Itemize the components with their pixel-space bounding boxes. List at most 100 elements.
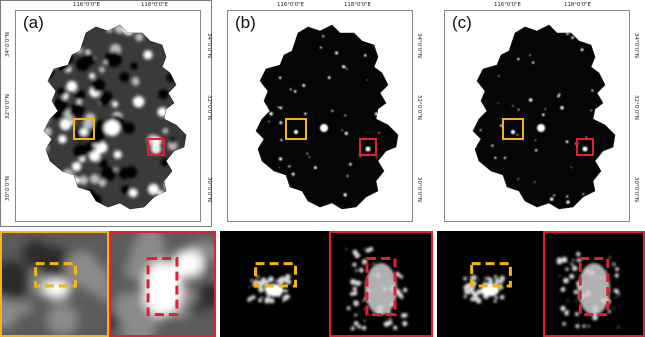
city-light	[66, 80, 78, 92]
city-light	[268, 120, 270, 123]
city-light	[68, 201, 74, 208]
lon-tick-116: 116°0'0"E	[277, 2, 304, 8]
city-light	[80, 128, 88, 136]
city-light	[278, 157, 283, 161]
city-light	[497, 75, 500, 77]
city-light	[517, 57, 520, 61]
city-light	[327, 76, 331, 80]
city-light	[491, 144, 494, 147]
dark-patch	[105, 51, 115, 62]
dark-patch	[158, 89, 169, 100]
city-light	[44, 115, 50, 125]
city-light	[363, 54, 367, 57]
city-light	[582, 146, 588, 152]
lat-tick-34-right: 34°0'0"N	[416, 33, 422, 58]
city-light	[603, 205, 607, 209]
red-dashed-box	[146, 257, 179, 317]
night-light-map-a	[43, 24, 187, 210]
city-light	[499, 177, 502, 179]
city-light	[152, 136, 162, 146]
city-light	[570, 166, 573, 169]
city-light	[375, 156, 378, 159]
city-light	[516, 133, 519, 136]
zoom-image	[2, 233, 107, 335]
city-light	[304, 112, 307, 116]
dark-patch	[169, 137, 176, 144]
city-light	[57, 173, 66, 182]
city-light	[531, 61, 535, 64]
city-light	[343, 193, 347, 197]
city-light	[558, 93, 561, 96]
city-light	[256, 39, 259, 43]
city-light	[580, 48, 584, 52]
city-light	[268, 194, 271, 197]
city-light	[157, 107, 168, 117]
panel-b: 116°0'0"E 118°0'0"E 34°0'0"N 32°0'0"N 30…	[216, 0, 428, 227]
city-light	[128, 188, 138, 198]
city-light	[107, 27, 112, 33]
yellow-dashed-box	[470, 262, 512, 288]
city-light	[494, 156, 497, 160]
city-light	[289, 88, 292, 91]
city-light	[157, 190, 165, 198]
dark-patch	[99, 96, 109, 106]
lat-tick-32-right: 32°0'0"N	[206, 95, 212, 120]
city-light	[344, 114, 347, 117]
city-light	[147, 183, 159, 195]
zoom-image	[222, 233, 327, 335]
city-light	[553, 194, 556, 197]
zoom-image	[545, 233, 643, 335]
zoom-image	[331, 233, 431, 335]
city-light	[98, 179, 107, 187]
city-light	[319, 46, 322, 49]
city-light	[180, 170, 185, 175]
city-light	[379, 186, 382, 188]
dark-patch	[74, 89, 86, 101]
city-light	[585, 136, 588, 139]
dark-patch	[119, 72, 130, 83]
province-shape	[255, 24, 399, 210]
zoom-b-yellow	[220, 231, 329, 337]
lat-tick-32-right: 32°0'0"N	[633, 95, 639, 120]
city-light	[162, 127, 169, 134]
city-light	[541, 113, 545, 117]
city-light	[560, 106, 564, 110]
city-light	[58, 134, 67, 144]
city-light	[529, 54, 531, 56]
city-light	[363, 37, 367, 41]
city-light	[112, 101, 119, 108]
city-light	[378, 131, 380, 134]
city-light	[591, 89, 594, 92]
city-light	[374, 112, 379, 116]
city-light	[479, 129, 482, 132]
lat-tick-32-right: 32°0'0"N	[416, 95, 422, 120]
city-light	[603, 69, 606, 73]
city-light	[606, 46, 608, 48]
city-light	[98, 66, 105, 73]
city-light	[499, 124, 503, 127]
city-light	[175, 94, 184, 103]
city-light	[549, 197, 554, 201]
main-city-light	[104, 120, 120, 136]
red-dashed-box	[365, 257, 397, 317]
city-light	[95, 141, 108, 154]
city-light	[331, 109, 334, 113]
night-light-map-c	[472, 24, 616, 210]
lon-tick-116: 116°0'0"E	[73, 2, 100, 8]
city-light	[511, 130, 515, 134]
zoom-image	[111, 233, 214, 335]
city-light	[89, 174, 100, 184]
dark-patch	[98, 159, 108, 168]
dark-patch	[56, 87, 67, 97]
city-light	[534, 139, 537, 142]
city-light	[379, 53, 383, 57]
lon-tick-118: 118°0'0"E	[141, 2, 168, 8]
city-light	[341, 65, 345, 69]
city-light	[135, 32, 144, 42]
city-light	[341, 129, 343, 132]
zoom-c-red	[543, 231, 645, 337]
city-light	[113, 150, 122, 159]
city-light	[534, 148, 538, 152]
panel-label-a: (a)	[23, 13, 44, 32]
city-light	[517, 108, 520, 111]
